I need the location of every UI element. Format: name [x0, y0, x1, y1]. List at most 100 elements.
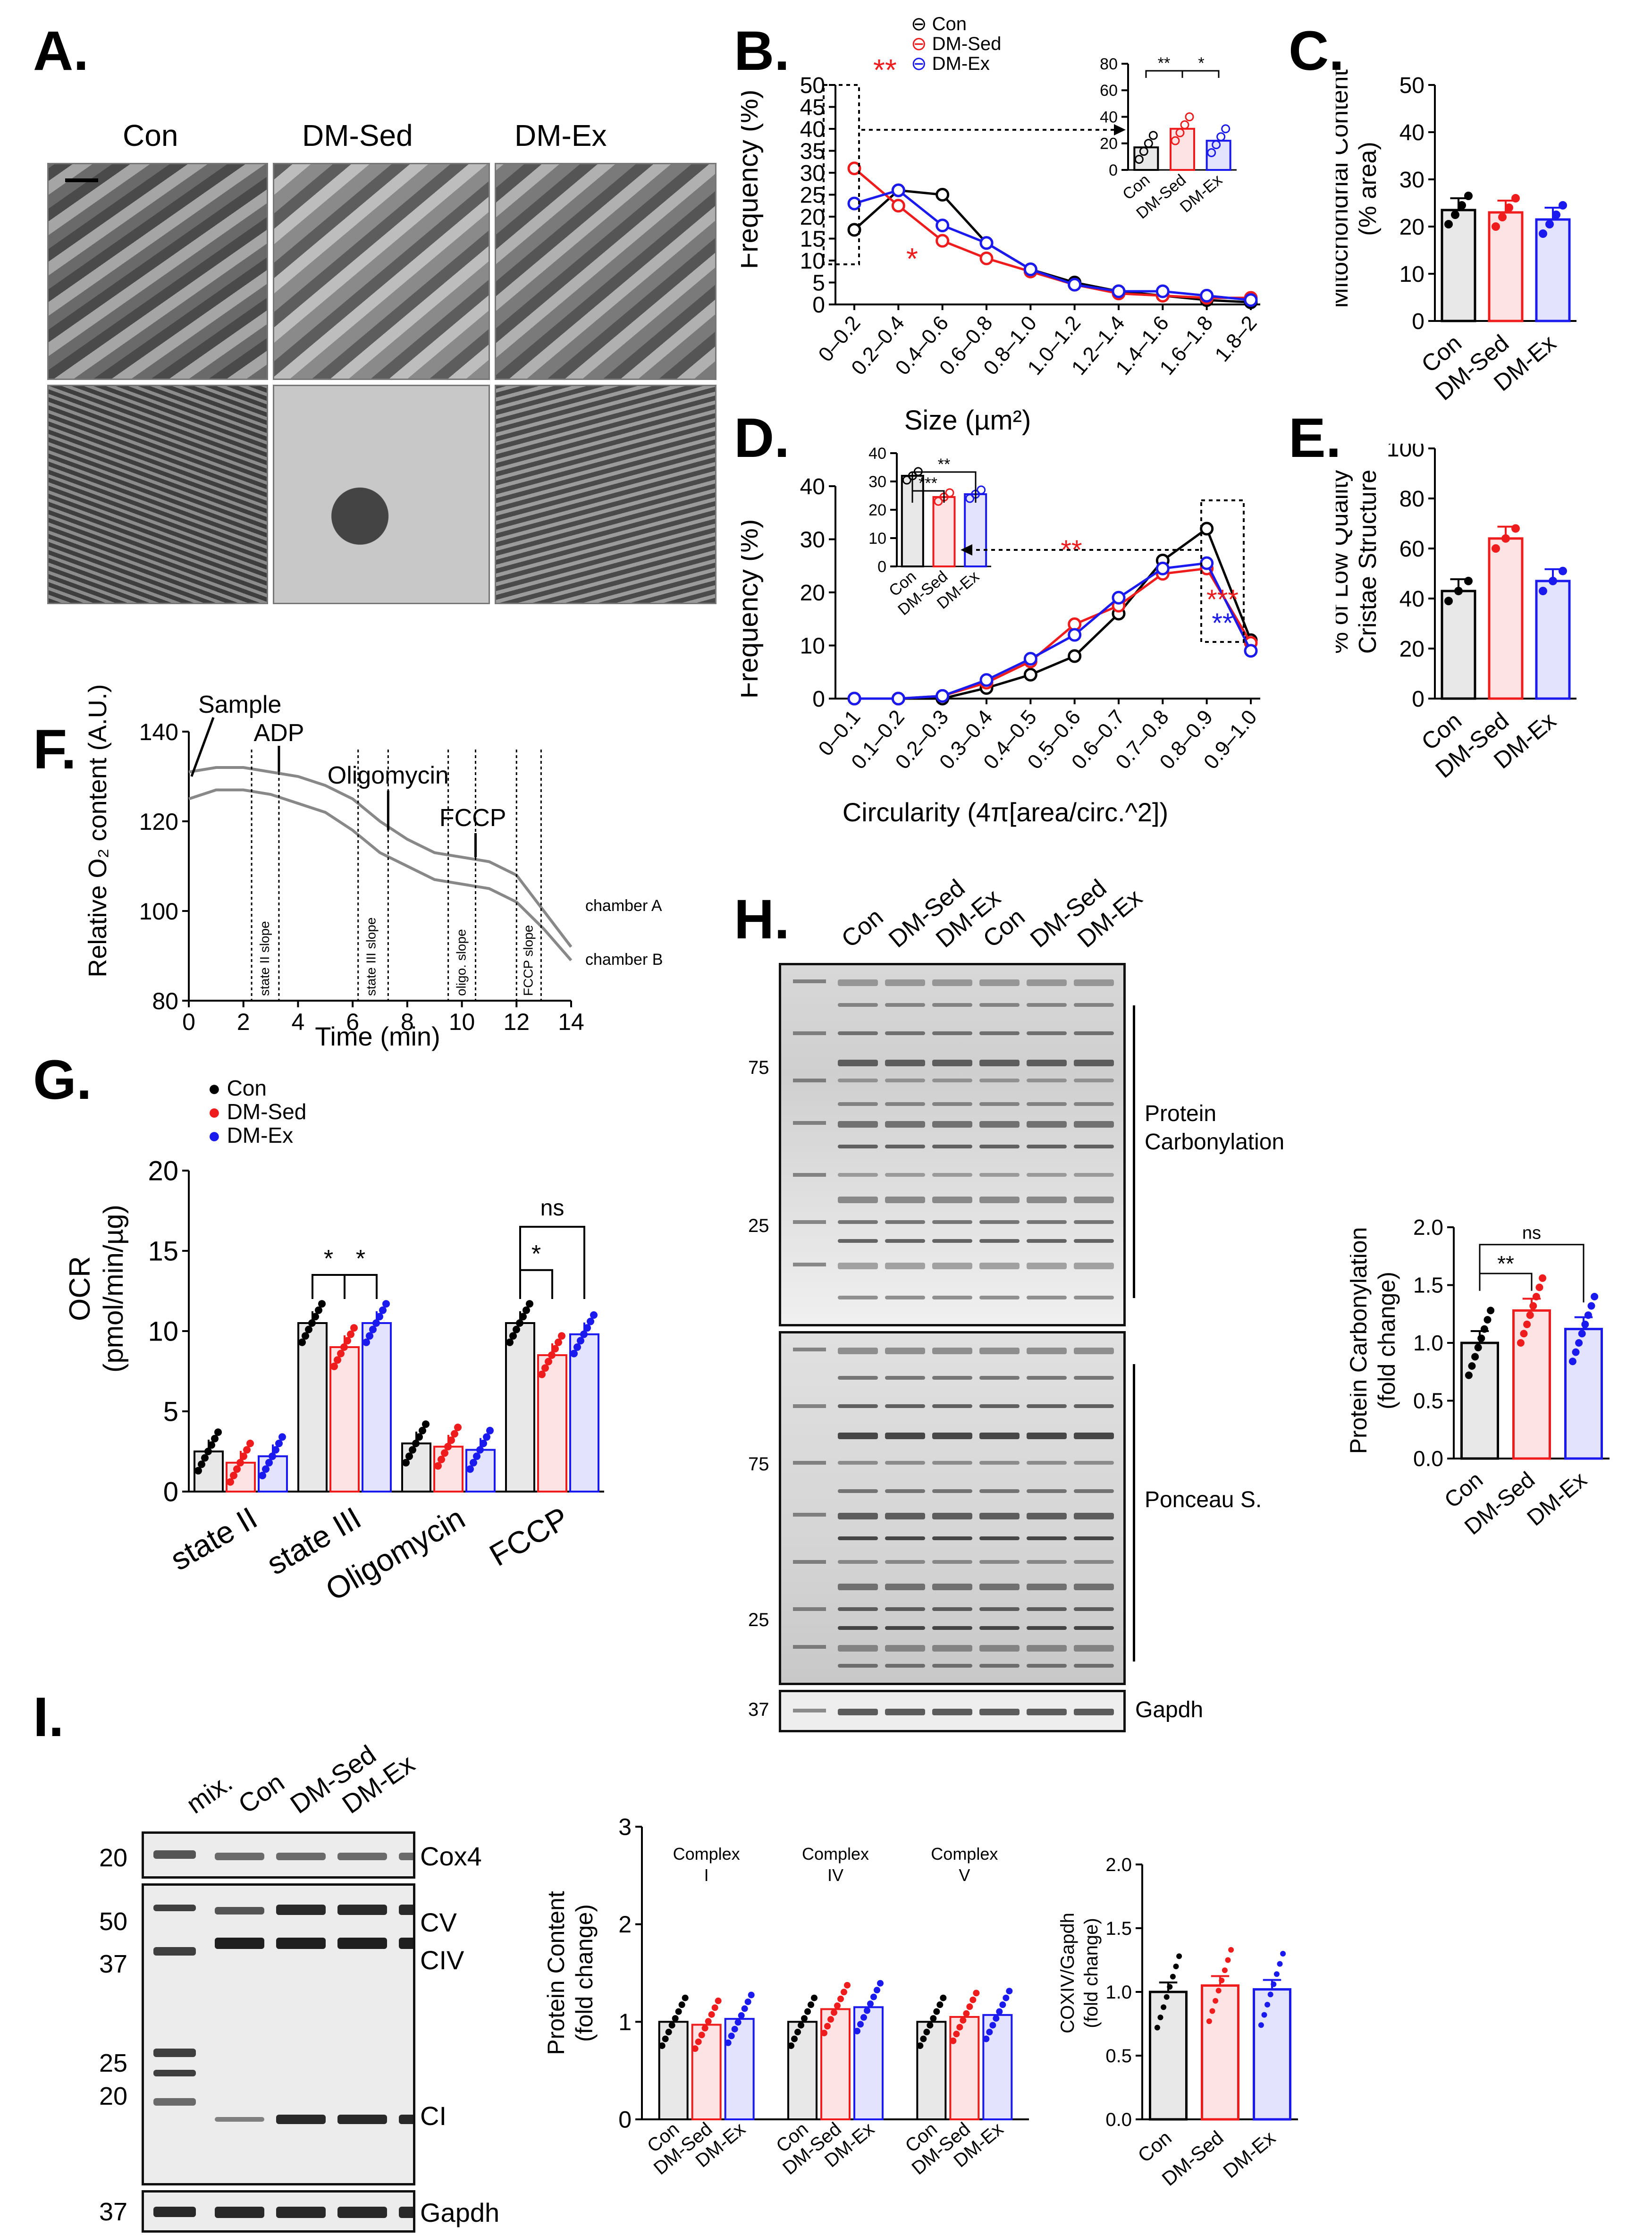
blot-band: [838, 1607, 878, 1611]
y-tick-label: 100: [1387, 444, 1424, 462]
data-point: [1213, 1998, 1219, 2004]
blot-band: [1027, 1102, 1067, 1106]
em-image-con-low: [47, 163, 268, 380]
data-point: [920, 2035, 927, 2042]
blot-band: [1074, 1404, 1114, 1408]
data-point: [870, 1993, 877, 2000]
blot-band: [932, 1560, 972, 1564]
data-point: [956, 2024, 963, 2031]
blot-band: [1074, 1296, 1114, 1299]
blot-band: [885, 1003, 925, 1007]
series-point: [1155, 561, 1170, 575]
h-mw-25b: 25: [748, 1610, 769, 1630]
inset-bar: [1133, 146, 1159, 171]
data-point: [748, 1991, 755, 1999]
blot-band: [215, 2117, 264, 2122]
panel-label-b: B.: [734, 20, 790, 82]
blot-band: [1074, 1461, 1114, 1465]
data-point: [315, 1306, 322, 1314]
h-mw-37: 37: [748, 1699, 769, 1720]
complex-label: Complex: [931, 1844, 998, 1864]
data-point: [860, 2014, 867, 2021]
em-image-con-high: [47, 385, 268, 604]
blot-band: [153, 1905, 196, 1911]
data-point: [738, 2012, 745, 2019]
blot-band: [838, 1536, 878, 1540]
blot-band: [1074, 979, 1114, 986]
blot-band: [979, 1489, 1020, 1493]
data-point: [831, 2009, 837, 2016]
blot-band: [1027, 1296, 1067, 1299]
bar-con: [297, 1322, 328, 1493]
inset-x-label: DM-Ex: [1177, 171, 1226, 216]
data-point: [1584, 1311, 1592, 1319]
panel-label-e: E.: [1289, 407, 1341, 469]
blot-band: [1027, 1461, 1067, 1465]
b-ylabel: Frequency (%): [741, 90, 764, 269]
series-point: [1112, 284, 1126, 298]
data-point: [334, 1356, 341, 1364]
em-col-label-con: Con: [123, 118, 178, 152]
blot-band: [885, 1584, 925, 1590]
ladder-band: [793, 979, 826, 983]
y-tick-label: 1.5: [1105, 1918, 1132, 1939]
annotation-adp: ADP: [253, 719, 304, 747]
data-point: [587, 1317, 594, 1325]
y-tick-label: 40: [800, 117, 825, 142]
data-point: [369, 1325, 377, 1333]
x-tick-label: 1.8–2: [1210, 312, 1261, 366]
data-point: [960, 2017, 967, 2024]
blot-band: [838, 1584, 878, 1590]
blot-band: [1074, 1513, 1114, 1519]
data-point: [1539, 229, 1547, 238]
data-point: [1487, 1307, 1495, 1315]
blot-band: [1074, 1220, 1114, 1224]
blot-band: [1074, 1121, 1114, 1128]
data-point: [917, 2042, 924, 2049]
blot-band: [1074, 1376, 1114, 1380]
y-tick-label: 40: [1399, 587, 1424, 612]
i-lane-label: Con: [233, 1767, 290, 1820]
blot-band: [1027, 1173, 1067, 1177]
data-point: [473, 1452, 480, 1460]
data-point: [1471, 1353, 1479, 1361]
data-point: [1498, 213, 1507, 221]
ladder-band: [793, 1121, 826, 1125]
data-point: [701, 2024, 708, 2032]
inset-point: [1144, 139, 1153, 148]
data-point: [590, 1311, 598, 1319]
data-point: [1458, 201, 1466, 210]
blot-band: [1027, 1220, 1067, 1224]
data-point: [1559, 566, 1567, 575]
x-tick-label: FCCP: [483, 1500, 574, 1573]
blot-band: [932, 1121, 972, 1128]
data-point: [259, 1472, 266, 1479]
g-ylabel-2: (pmol/min/µg): [98, 1205, 129, 1373]
blot-band: [399, 2115, 413, 2124]
y-tick-label: 0: [812, 687, 825, 712]
blot-band: [885, 1536, 925, 1540]
y-tick-label: 0: [163, 1476, 178, 1507]
data-point: [715, 1997, 722, 2004]
bar-con: [1441, 209, 1476, 322]
annotation-oligomycin: Oligomycin: [328, 762, 449, 789]
blot-band: [932, 1626, 972, 1630]
blot-band: [932, 979, 972, 986]
ladder-band: [793, 1560, 826, 1564]
data-point: [379, 1306, 387, 1314]
data-point: [214, 1428, 222, 1436]
i2-ylabel-1: COXIV/Gapdh: [1057, 1913, 1078, 2033]
data-point: [308, 1319, 316, 1327]
ladder-band: [793, 1079, 826, 1082]
x-tick-label: DM-Ex: [1523, 1467, 1592, 1531]
i-label-cv: CV: [420, 1907, 457, 1937]
inset-point: [1185, 112, 1194, 121]
y-tick-label: 3: [618, 1814, 632, 1840]
em-image-dmsed-low: [273, 163, 490, 380]
data-point: [1549, 576, 1557, 585]
data-point: [691, 2045, 699, 2052]
blot-band: [932, 1433, 972, 1439]
blot-band: [838, 1003, 878, 1007]
d-sig-1: **: [1061, 535, 1082, 565]
